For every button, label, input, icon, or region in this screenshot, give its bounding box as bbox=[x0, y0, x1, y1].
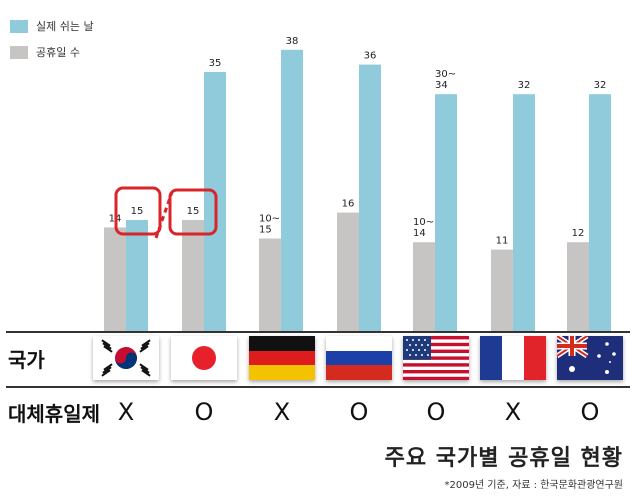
label-holiday-1: 15 bbox=[187, 206, 200, 217]
label-actual-3: 36 bbox=[364, 51, 377, 62]
bar-holiday-4 bbox=[413, 242, 435, 331]
highlight-box-japan-holiday bbox=[168, 188, 218, 236]
bar-actual-4 bbox=[435, 94, 457, 331]
divider-middle bbox=[6, 386, 630, 388]
label-holiday-3: 16 bbox=[342, 199, 355, 210]
bar-actual-2 bbox=[281, 49, 303, 332]
japan-flag bbox=[171, 336, 237, 380]
legend-swatch-actual bbox=[10, 19, 28, 33]
label-actual-0: 15 bbox=[131, 206, 144, 217]
legend-item-actual: 실제 쉬는 날 bbox=[10, 18, 94, 34]
bar-actual-5 bbox=[513, 94, 535, 331]
substitute-mark-australia: O bbox=[580, 398, 600, 426]
legend-swatch-holiday bbox=[10, 45, 28, 59]
usa-flag bbox=[403, 336, 469, 380]
label-holiday-6: 12 bbox=[572, 228, 585, 239]
australia-flag bbox=[557, 336, 623, 380]
bar-holiday-6 bbox=[567, 242, 589, 331]
substitute-mark-russia: O bbox=[349, 398, 369, 426]
bar-holiday-5 bbox=[491, 249, 513, 331]
label-holiday-2: 10~ 15 bbox=[259, 214, 280, 236]
substitute-mark-germany: X bbox=[273, 398, 291, 426]
label-actual-4: 30~ 34 bbox=[435, 69, 456, 91]
label-actual-1: 35 bbox=[209, 58, 222, 69]
chart-title: 주요 국가별 공휴일 현황 bbox=[384, 446, 623, 471]
label-holiday-4: 10~ 14 bbox=[413, 217, 434, 239]
label-actual-6: 32 bbox=[594, 80, 607, 91]
bar-actual-3 bbox=[359, 64, 381, 331]
substitute-mark-korea: X bbox=[117, 398, 135, 426]
highlight-box-korea-actual bbox=[114, 186, 162, 236]
divider-top bbox=[6, 331, 630, 333]
country-row-label: 국가 bbox=[8, 348, 45, 372]
substitute-mark-usa: O bbox=[426, 398, 446, 426]
substitute-mark-france: X bbox=[504, 398, 522, 426]
france-flag bbox=[480, 336, 546, 380]
label-actual-5: 32 bbox=[518, 80, 531, 91]
legend-item-holiday: 공휴일 수 bbox=[10, 44, 80, 60]
bar-holiday-3 bbox=[337, 212, 359, 331]
bar-holiday-2 bbox=[259, 238, 281, 331]
legend-label-actual: 실제 쉬는 날 bbox=[36, 20, 94, 33]
source-footnote: *2009년 기준, 자료 : 한국문화관광연구원 bbox=[444, 480, 623, 491]
bar-holiday-0 bbox=[104, 227, 126, 331]
bar-actual-0 bbox=[126, 220, 148, 331]
label-holiday-5: 11 bbox=[496, 236, 509, 247]
russia-flag bbox=[326, 336, 392, 380]
highlight-connector bbox=[154, 191, 174, 239]
germany-flag bbox=[249, 336, 315, 380]
bar-holiday-1 bbox=[182, 220, 204, 331]
substitute-row-label: 대체휴일제 bbox=[8, 402, 100, 426]
bar-actual-6 bbox=[589, 94, 611, 331]
label-actual-2: 38 bbox=[286, 36, 299, 47]
legend-label-holiday: 공휴일 수 bbox=[36, 46, 80, 59]
korea-flag bbox=[93, 336, 159, 380]
substitute-mark-japan: O bbox=[194, 398, 214, 426]
